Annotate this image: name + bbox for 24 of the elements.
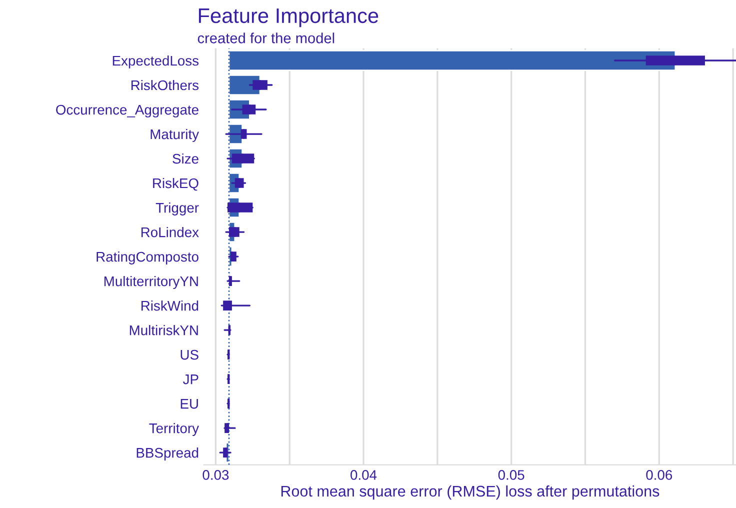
y-tick-label: Territory: [149, 423, 199, 436]
y-tick-label: EU: [180, 399, 198, 409]
y-tick-label: Trigger: [156, 202, 199, 216]
chart-subtitle: created for the model: [198, 32, 334, 44]
y-tick-label: RoLindex: [141, 227, 199, 238]
y-tick-label: RatingComposto: [96, 252, 198, 264]
x-tick-label: 0.05: [498, 470, 524, 480]
y-tick-label: Size: [172, 153, 198, 164]
x-tick-label: 0.03: [202, 470, 229, 480]
y-tick-label: RiskWind: [142, 300, 198, 311]
x-axis-title: Root mean square error (RMSE) loss after permutations: [281, 485, 660, 500]
y-tick-label: RiskEQ: [153, 178, 198, 191]
y-tick-label: BBSpread: [136, 448, 198, 460]
y-tick-label: Maturity: [150, 128, 199, 142]
y-tick-label: Occurrence_Aggregate: [56, 104, 198, 118]
x-tick-label: 0.04: [350, 470, 377, 480]
y-tick-label: JP: [183, 374, 198, 384]
chart-title: Feature Importance: [198, 8, 378, 28]
y-tick-label: MultiriskYN: [130, 325, 198, 336]
y-tick-label: US: [180, 350, 198, 360]
x-tick-label: 0.06: [646, 470, 672, 480]
y-tick-label: MultiterritoryYN: [104, 276, 198, 289]
y-tick-label: RiskOthers: [131, 80, 199, 90]
y-tick-label: ExpectedLoss: [112, 55, 199, 68]
